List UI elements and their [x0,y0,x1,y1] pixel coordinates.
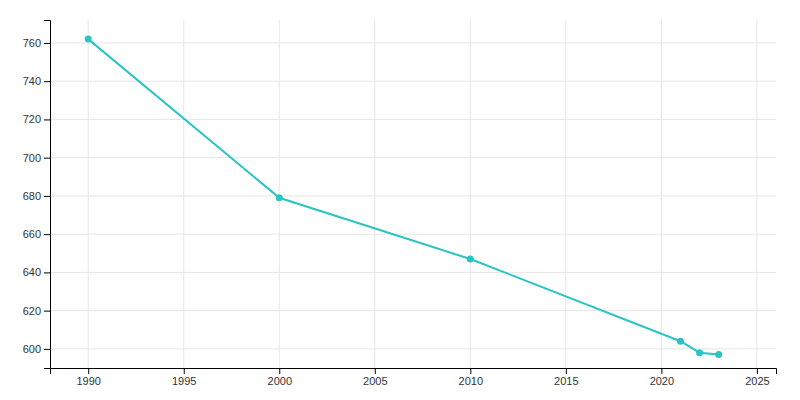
x-tick-mark [184,368,185,374]
y-tick-label: 760 [23,37,41,49]
y-tick: 660 [23,228,50,240]
y-tick: 720 [23,113,50,125]
y-tick-label: 600 [23,343,41,355]
chart-svg: 1990 1995 2000 2005 2010 2015 2020 2025 600 620 64… [0,0,800,400]
y-grid-line [50,348,776,349]
y-tick: 700 [23,152,50,164]
y-tick: 600 [23,343,50,355]
y-tick: 680 [23,190,50,202]
x-grid-line [88,20,89,368]
point [85,36,92,43]
x-tick-label: 2015 [554,375,578,387]
y-tick: 760 [23,37,50,49]
y-tick-mark [44,43,50,44]
x-tick-mark [566,368,567,374]
y-tick-mark [44,311,50,312]
x-tick: 2005 [363,368,387,387]
x-tick: 1995 [172,368,196,387]
x-grid-line [183,20,184,368]
x-tick: 2020 [650,368,674,387]
x-axis-line [51,369,777,375]
x-grid-line [279,20,280,368]
y-tick: 740 [23,75,50,87]
x-grid-line [565,20,566,368]
x-tick: 2015 [554,368,578,387]
x-tick: 2025 [745,368,769,387]
x-tick-mark [757,368,758,374]
plot-area [85,36,722,358]
x-tick-mark [279,368,280,374]
x-grid-line [661,20,662,368]
x-tick-mark [661,368,662,374]
x-tick-label: 2020 [650,375,674,387]
y-tick-mark [44,158,50,159]
y-grid-line [50,119,776,120]
x-grid-line [374,20,375,368]
x-tick: 1990 [76,368,100,387]
x-tick-mark [375,368,376,374]
x-tick-mark [88,368,89,374]
x-grid-line [470,20,471,368]
y-tick-mark [44,119,50,120]
grid [50,20,776,368]
y-grid-line [50,42,776,43]
x-tick-label: 2000 [268,375,292,387]
y-grid-line [50,81,776,82]
y-tick-label: 700 [23,152,41,164]
point [276,194,283,201]
y-tick-mark [44,234,50,235]
y-grid-line [50,310,776,311]
y-tick: 620 [23,305,50,317]
y-tick-label: 660 [23,228,41,240]
y-tick-label: 740 [23,75,41,87]
y-tick: 640 [23,266,50,278]
y-tick-label: 640 [23,266,41,278]
y-grid-line [50,157,776,158]
y-axis-line [44,21,51,369]
line [88,39,718,354]
x-tick-mark [470,368,471,374]
chart-container: 1990 1995 2000 2005 2010 2015 2020 2025 600 620 64… [0,0,800,400]
point [696,349,703,356]
y-tick-label: 620 [23,305,41,317]
x-tick-label: 1995 [172,375,196,387]
y-tick-mark [44,349,50,350]
point [715,351,722,358]
y-tick-mark [44,196,50,197]
x-tick: 2000 [268,368,292,387]
point [467,256,474,263]
x-tick-label: 2005 [363,375,387,387]
y-tick-mark [44,81,50,82]
y-axis: 600 620 640 660 680 700 720 740 760 [23,21,51,369]
y-grid-line [50,195,776,196]
y-tick-label: 680 [23,190,41,202]
x-axis: 1990 1995 2000 2005 2010 2015 2020 2025 [51,368,777,387]
y-grid-line [50,272,776,273]
x-grid-line [756,20,757,368]
y-grid-line [50,234,776,235]
x-tick: 2010 [459,368,483,387]
x-tick-label: 2025 [745,375,769,387]
point [677,338,684,345]
x-tick-label: 2010 [459,375,483,387]
x-tick-label: 1990 [76,375,100,387]
y-tick-mark [44,272,50,273]
y-tick-label: 720 [23,113,41,125]
